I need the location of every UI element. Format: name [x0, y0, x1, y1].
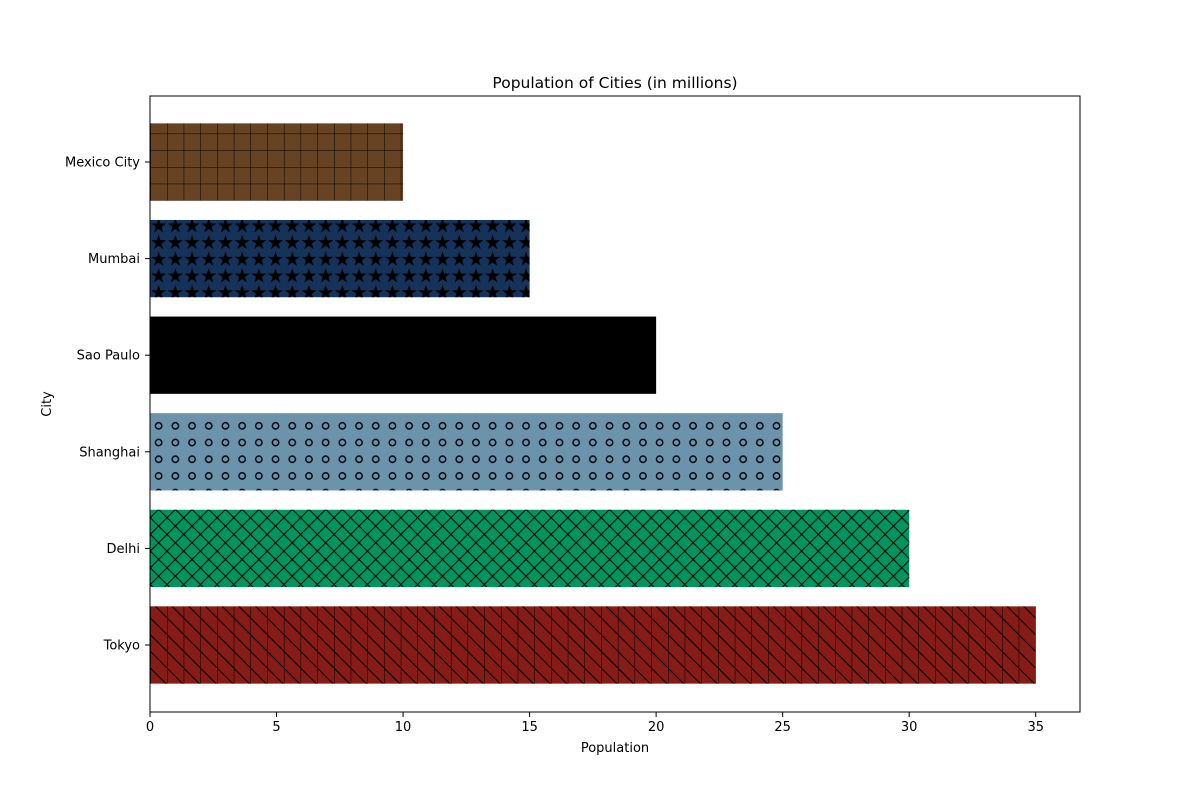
y-axis: Tokyo Delhi Shanghai Sao Paulo Mumbai Mexico … [65, 156, 150, 654]
y-tick-label: Mumbai [88, 252, 140, 267]
y-tick-label: Sao Paulo [77, 349, 140, 364]
bar-fill [150, 316, 657, 394]
bar-hatch [150, 606, 1036, 684]
y-tick-label: Shanghai [79, 445, 140, 460]
x-tick-label: 30 [901, 720, 918, 735]
x-tick-label: 20 [648, 720, 665, 735]
x-tick-label: 5 [272, 720, 280, 735]
x-tick-label: 25 [774, 720, 791, 735]
x-tick-label: 10 [395, 720, 412, 735]
bar-shanghai [150, 413, 783, 491]
x-tick-label: 0 [146, 720, 154, 735]
bar-delhi [150, 509, 910, 588]
y-tick-label: Tokyo [103, 639, 140, 654]
bar-sao-paulo [150, 316, 657, 394]
chart-title: Population of Cities (in millions) [492, 74, 737, 92]
x-tick-label: 35 [1027, 720, 1044, 735]
y-tick-label: Delhi [107, 542, 140, 557]
plot-area-frame [149, 95, 1081, 713]
y-axis-label: City [40, 391, 55, 417]
bar-tokyo [150, 606, 1036, 684]
bar-mumbai [150, 219, 530, 298]
bar-hatch [150, 413, 783, 491]
x-axis: 0 5 10 15 20 25 30 35 [146, 712, 1044, 735]
bar-hatch [150, 509, 910, 588]
x-tick-label: 15 [521, 720, 538, 735]
x-axis-label: Population [581, 741, 649, 756]
bars-layer [150, 123, 1036, 684]
bar-hatch [150, 123, 404, 201]
bar-mexico-city [150, 123, 404, 201]
bar-hatch [150, 219, 530, 298]
y-tick-label: Mexico City [65, 156, 140, 171]
